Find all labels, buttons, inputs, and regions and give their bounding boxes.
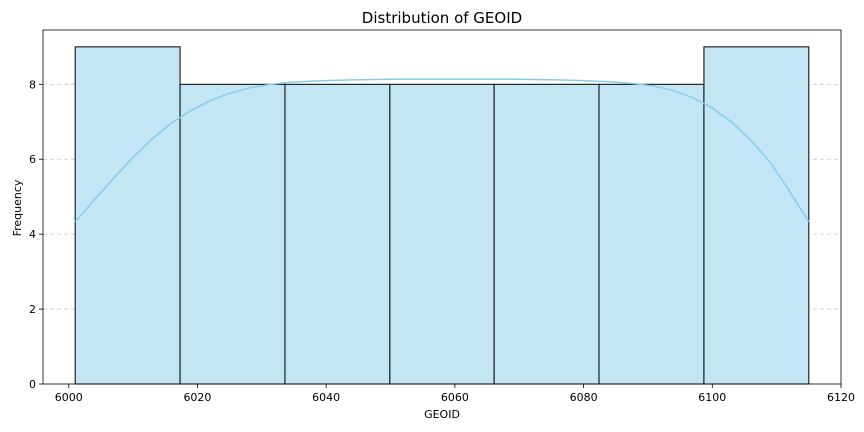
y-tick-label: 2 — [29, 303, 36, 316]
histogram-bar — [703, 46, 810, 385]
x-axis-label: GEOID — [424, 408, 460, 421]
y-axis-ticks: 0 2 4 6 8 — [29, 78, 43, 391]
y-tick-label: 0 — [29, 378, 36, 391]
x-tick-label: 6020 — [183, 391, 211, 404]
y-tick-label: 6 — [29, 153, 36, 166]
x-tick-label: 6080 — [570, 391, 598, 404]
histogram-bars — [74, 46, 810, 385]
x-tick-label: 6060 — [441, 391, 469, 404]
histogram-bar — [389, 83, 495, 385]
histogram-bar — [493, 83, 600, 385]
plot-frame — [42, 29, 842, 385]
x-tick-label: 6100 — [698, 391, 726, 404]
histogram-bar — [598, 83, 705, 385]
x-tick-label: 6040 — [312, 391, 340, 404]
x-tick-label: 6120 — [827, 391, 855, 404]
chart-title: Distribution of GEOID — [362, 9, 522, 27]
histogram-bar — [179, 83, 286, 385]
histogram-bar — [74, 46, 181, 385]
kde-curve — [74, 78, 810, 223]
y-tick-label: 8 — [29, 78, 36, 91]
x-tick-label: 6000 — [55, 391, 83, 404]
y-axis-label: Frequency — [11, 179, 24, 236]
histogram-bar — [284, 83, 391, 385]
x-axis-ticks: 6000 6020 6040 6060 6080 6100 6120 — [55, 384, 855, 404]
y-tick-label: 4 — [29, 228, 36, 241]
